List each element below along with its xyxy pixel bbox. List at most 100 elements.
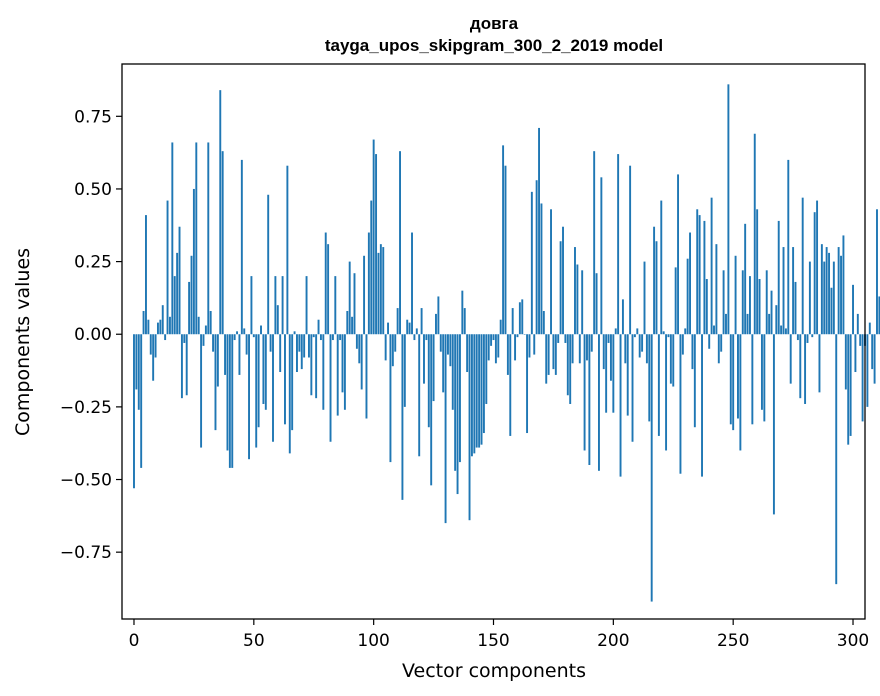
bar-component-165 (528, 334, 531, 358)
bar-component-183 (571, 334, 574, 364)
bar-component-76 (315, 334, 318, 399)
bar-component-150 (492, 334, 495, 341)
bar-component-56 (267, 194, 270, 335)
bar-component-47 (245, 334, 248, 355)
bar-component-203 (619, 334, 622, 477)
bar-component-148 (487, 334, 490, 361)
bar-component-302 (856, 313, 859, 335)
bar-component-82 (329, 334, 332, 442)
bar-component-167 (533, 334, 536, 355)
bar-component-124 (430, 334, 433, 486)
bar-component-225 (672, 334, 675, 387)
bar-component-296 (842, 235, 845, 335)
bar-component-247 (725, 313, 727, 335)
bar-component-269 (777, 220, 780, 335)
bar-component-153 (499, 319, 502, 335)
bar-component-279 (801, 197, 804, 335)
bar-component-6 (147, 319, 150, 335)
bar-component-182 (569, 334, 572, 404)
bar-component-67 (293, 331, 296, 335)
bar-component-233 (691, 334, 694, 370)
bar-component-221 (662, 331, 665, 335)
bar-component-159 (514, 334, 517, 361)
bar-component-261 (758, 279, 761, 335)
bar-component-265 (768, 313, 771, 335)
bar-component-59 (274, 276, 277, 335)
y-tick-label: 0.00 (74, 325, 112, 345)
bar-component-58 (272, 334, 274, 442)
bar-component-184 (574, 247, 576, 335)
bar-component-209 (633, 334, 636, 338)
bar-component-294 (837, 247, 840, 335)
bar-component-260 (756, 209, 759, 335)
bar-component-32 (209, 310, 212, 335)
bar-component-267 (772, 334, 775, 515)
bar-component-171 (542, 310, 545, 335)
bar-component-162 (521, 299, 524, 335)
bar-component-231 (686, 258, 689, 335)
bar-component-77 (317, 319, 320, 335)
bar-component-174 (550, 209, 552, 335)
plot-frame (121, 63, 866, 620)
x-tick-label: 250 (717, 631, 749, 651)
bar-component-272 (784, 328, 787, 335)
x-axis-ticks: 0 50 100 150 200 250 300 (129, 619, 869, 651)
bar-component-123 (427, 334, 430, 428)
bar-component-98 (367, 232, 370, 335)
bar-component-111 (399, 151, 401, 335)
bar-component-40 (228, 334, 231, 468)
bar-component-51 (255, 334, 258, 448)
bar-component-252 (737, 334, 739, 419)
bar-component-290 (828, 252, 831, 335)
bar-component-289 (825, 247, 828, 335)
bar-component-7 (149, 334, 152, 355)
bar-component-145 (480, 334, 483, 445)
bar-component-235 (696, 209, 699, 335)
bar-component-166 (530, 191, 533, 335)
bar-component-88 (343, 334, 346, 410)
bar-component-177 (557, 334, 560, 343)
bar-component-239 (705, 279, 708, 335)
bar-component-26 (195, 142, 198, 335)
bar-component-141 (470, 334, 473, 457)
bar-component-119 (418, 334, 421, 457)
bar-component-170 (540, 203, 543, 335)
bar-component-152 (497, 334, 500, 358)
bar-component-37 (221, 151, 224, 335)
bar-component-173 (547, 334, 550, 375)
bar-component-23 (188, 281, 191, 335)
x-tick-label: 100 (357, 631, 389, 651)
bar-component-204 (621, 299, 624, 335)
bar-component-157 (509, 334, 512, 436)
bar-component-46 (243, 328, 246, 335)
bar-component-21 (183, 334, 186, 343)
bar-component-61 (279, 334, 282, 373)
bar-component-297 (844, 334, 847, 390)
bar-component-39 (226, 334, 229, 451)
bar-component-228 (679, 334, 682, 474)
bar-component-38 (224, 334, 227, 375)
bar-component-230 (684, 328, 687, 335)
bar-component-20 (180, 334, 183, 399)
bar-component-146 (482, 334, 485, 434)
bar-component-113 (403, 334, 406, 407)
bar-component-9 (154, 334, 157, 358)
bar-component-15 (168, 316, 171, 335)
bar-component-30 (204, 325, 207, 335)
bar-component-133 (451, 334, 454, 410)
bar-component-22 (185, 334, 188, 396)
bar-component-64 (286, 165, 289, 335)
bar-component-52 (257, 334, 260, 428)
bar-component-63 (284, 334, 286, 425)
bar-component-281 (806, 334, 809, 343)
bar-component-169 (538, 127, 540, 335)
bar-component-42 (233, 334, 236, 341)
bar-component-306 (866, 334, 869, 407)
bar-component-212 (641, 334, 644, 352)
bar-component-214 (645, 334, 648, 364)
bar-component-12 (161, 305, 164, 335)
bar-component-222 (665, 334, 668, 451)
y-tick-label: −0.75 (60, 543, 112, 563)
bar-component-280 (804, 334, 807, 404)
x-tick-label: 150 (477, 631, 509, 651)
